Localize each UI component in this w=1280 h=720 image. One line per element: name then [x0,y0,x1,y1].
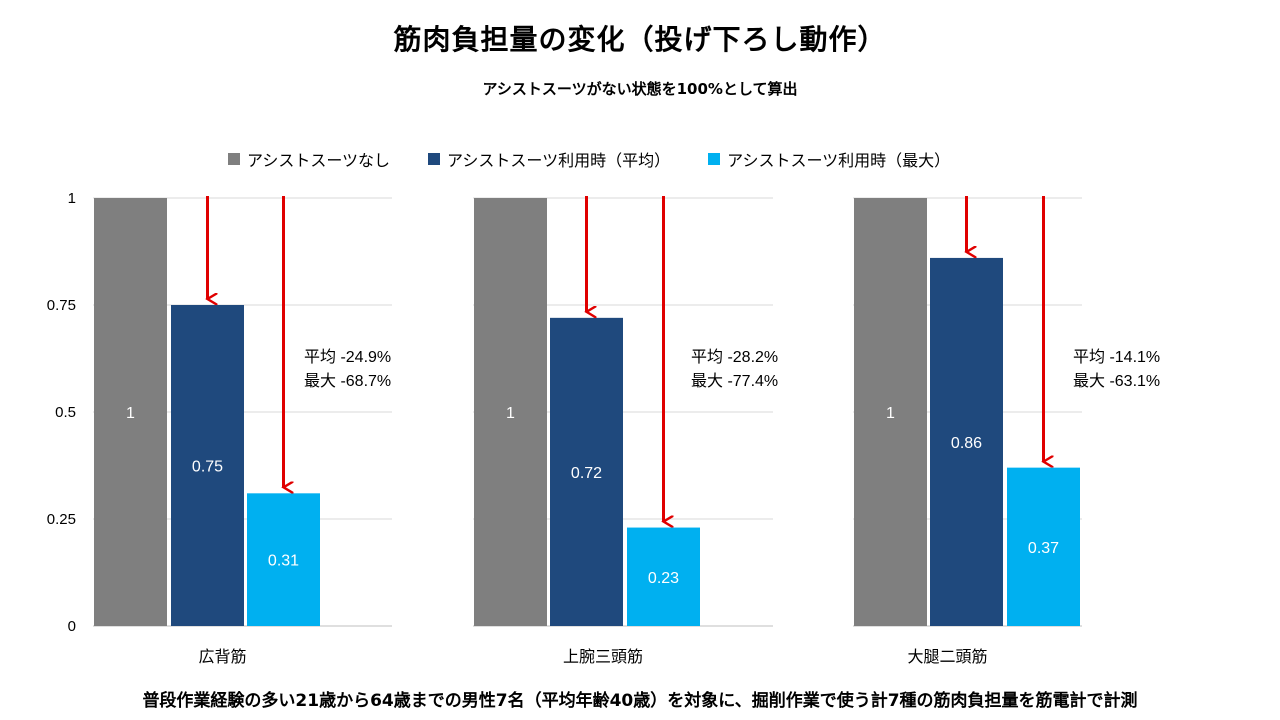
bar [94,198,167,626]
bar [474,198,547,626]
bar-data-label: 0.75 [192,459,223,476]
chart-title: 筋肉負担量の変化（投げ下ろし動作） [393,23,887,56]
annotation-average: 平均 -28.2% [691,348,778,366]
y-tick-label: 0.25 [47,511,76,528]
y-tick-label: 0.75 [47,297,76,314]
bar-data-label: 1 [506,405,515,422]
legend-label-suit-max: アシストスーツ利用時（最大） [727,151,951,170]
chart-subtitle: アシストスーツがない状態を100%として算出 [482,80,798,98]
legend-swatch-no-suit [228,153,240,165]
legend-label-suit-average: アシストスーツ利用時（平均） [447,151,671,170]
x-category-label: 大腿二頭筋 [907,648,987,666]
annotation-max: 最大 -63.1% [1073,372,1160,390]
x-category-label: 上腕三頭筋 [563,648,643,666]
bar-data-label: 0.37 [1028,540,1059,557]
bar [550,317,623,626]
bar [854,198,927,626]
legend-item-no-suit: アシストスーツなし [228,147,390,171]
x-category-label: 広背筋 [198,648,246,666]
legend: アシストスーツなし アシストスーツ利用時（平均） アシストスーツ利用時（最大） [228,147,988,171]
bar-data-label: 1 [886,405,895,422]
bar [1007,467,1080,626]
bar-data-label: 0.31 [268,553,299,570]
annotation-max: 最大 -68.7% [304,372,391,390]
footer-note: 普段作業経験の多い21歳から64歳までの男性7名（平均年齢40歳）を対象に、掘削… [142,691,1138,711]
y-tick-label: 1 [68,190,76,207]
bar [930,257,1003,626]
legend-swatch-suit-max [708,153,721,165]
bar-data-label: 1 [126,405,135,422]
legend-item-suit-max: アシストスーツ利用時（最大） [708,147,950,171]
bar-data-label: 0.23 [648,570,679,587]
legend-swatch-suit-average [428,153,441,165]
legend-label-no-suit: アシストスーツなし [247,151,391,170]
annotation-max: 最大 -77.4% [691,372,778,390]
bar [171,305,244,626]
bar-data-label: 0.72 [571,465,602,482]
legend-item-suit-average: アシストスーツ利用時（平均） [428,147,670,171]
bar-data-label: 0.86 [951,435,982,452]
bar [627,527,700,626]
bar [247,493,320,626]
annotation-average: 平均 -14.1% [1073,348,1160,366]
annotation-average: 平均 -24.9% [304,348,391,366]
y-tick-label: 0 [68,618,76,635]
y-tick-label: 0.5 [55,404,76,421]
